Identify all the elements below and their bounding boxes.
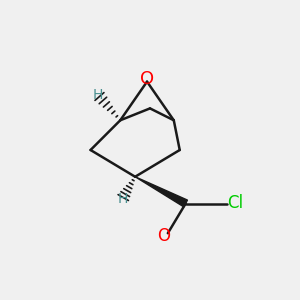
Text: Cl: Cl (226, 194, 243, 212)
Polygon shape (135, 177, 188, 207)
Text: O: O (157, 227, 170, 245)
Text: O: O (140, 70, 154, 88)
Text: H: H (118, 192, 128, 206)
Text: H: H (93, 88, 103, 102)
